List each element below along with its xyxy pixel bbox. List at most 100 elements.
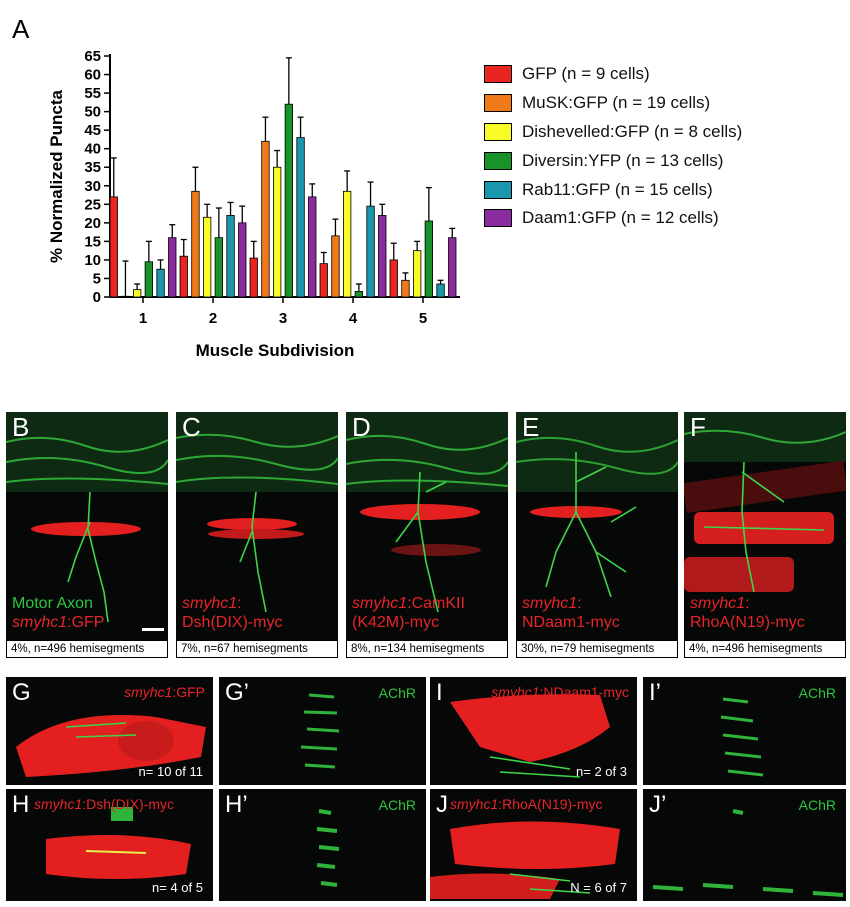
scale-bar (142, 628, 164, 631)
y-tick-label: 45 (84, 122, 101, 139)
panel-f-label: smyhc1: RhoA(N19)-myc (690, 594, 805, 632)
bar (179, 255, 188, 298)
legend-swatch (484, 122, 512, 141)
bar (424, 220, 434, 298)
panel-j2-letter: J’ (649, 791, 667, 818)
panel-g2-letter: G’ (225, 679, 249, 706)
panel-h2-image: H’ AChR (219, 789, 426, 901)
bar (308, 196, 317, 298)
panel-c-caption: 7%, n=67 hemisegments (176, 640, 338, 658)
x-tick-label: 3 (279, 310, 287, 327)
bar (109, 196, 118, 298)
panel-j-image: J smyhc1:RhoA(N19)-myc N = 6 of 7 (430, 789, 637, 901)
y-tick-label: 65 (84, 48, 101, 65)
legend-swatch (484, 180, 512, 199)
construct-label-line2: NDaam1-myc (522, 614, 620, 631)
panel-f-image: F smyhc1: RhoA(N19)-myc (684, 412, 846, 657)
bar (132, 289, 142, 298)
construct-label-line2: Dsh(DIX)-myc (182, 614, 283, 631)
panel-i-count: n= 2 of 3 (576, 764, 627, 779)
bar (331, 235, 340, 298)
construct-label: :RhoA(N19)-myc (498, 796, 603, 812)
chart-legend: GFP (n = 9 cells) MuSK:GFP (n = 19 cells)… (484, 60, 742, 233)
y-tick-label: 35 (84, 159, 101, 176)
achr-label: AChR (378, 685, 416, 701)
bar (238, 222, 247, 298)
bar (144, 261, 154, 298)
panel-i-label: smyhc1:NDaam1-myc (491, 683, 629, 702)
motor-axon-label: Motor Axon (12, 595, 93, 612)
achr-label: AChR (798, 797, 836, 813)
panel-j-letter: J (436, 791, 448, 818)
panel-i2-image: I’ AChR (643, 677, 846, 785)
panel-h-letter: H (12, 791, 30, 818)
y-tick-label: 25 (84, 196, 101, 213)
panel-h-count: n= 4 of 5 (152, 880, 203, 895)
panel-c-letter: C (182, 412, 201, 442)
construct-label: :NDaam1-myc (539, 684, 629, 700)
smyhc1-label: smyhc1 (522, 595, 578, 612)
panel-f-caption: 4%, n=496 hemisegments (684, 640, 846, 658)
bar (342, 190, 352, 298)
y-tick-label: 10 (84, 252, 101, 269)
achr-label: AChR (798, 685, 836, 701)
bar (202, 216, 212, 298)
smyhc1-label: smyhc1 (124, 684, 173, 700)
bar (272, 166, 282, 298)
legend-label: Rab11:GFP (n = 15 cells) (522, 179, 713, 199)
achr-label: AChR (378, 797, 416, 813)
construct-label: :GFP (172, 684, 205, 700)
panel-d-letter: D (352, 412, 371, 442)
panel-e-caption: 30%, n=79 hemisegments (516, 640, 678, 658)
panel-h2-letter: H’ (225, 791, 248, 818)
y-tick-label: 15 (84, 233, 101, 250)
panel-b-letter: B (12, 412, 30, 442)
smyhc1-label: smyhc1 (690, 595, 746, 612)
bar (296, 137, 305, 298)
panel-g-count: n= 10 of 11 (138, 764, 203, 779)
bar (319, 263, 328, 298)
panel-c-image: C smyhc1: Dsh(DIX)-myc (176, 412, 338, 657)
panel-i-image: I smyhc1:NDaam1-myc n= 2 of 3 (430, 677, 637, 785)
construct-label: :CamKII (407, 595, 465, 612)
legend-swatch (484, 151, 512, 170)
bar (366, 205, 375, 298)
panel-d-caption: 8%, n=134 hemisegments (346, 640, 508, 658)
legend-swatch (484, 209, 512, 228)
y-tick-label: 30 (84, 178, 101, 195)
y-tick-label: 55 (84, 85, 101, 102)
panel-d-label: smyhc1:CamKII (K42M)-myc (352, 594, 465, 632)
panel-e-image: E smyhc1: NDaam1-myc (516, 412, 678, 657)
panel-e-letter: E (522, 412, 540, 442)
x-tick-label: 2 (209, 310, 217, 327)
bar (412, 250, 422, 298)
panel-j2-image: J’ AChR (643, 789, 846, 901)
panel-i2-letter: I’ (649, 679, 661, 706)
bar (249, 257, 258, 298)
legend-label: MuSK:GFP (n = 19 cells) (522, 93, 711, 113)
legend-label: Dishevelled:GFP (n = 8 cells) (522, 121, 743, 141)
panel-c-label: smyhc1: Dsh(DIX)-myc (182, 594, 282, 632)
construct-label: :GFP (67, 614, 105, 631)
bar (191, 190, 200, 298)
panel-e-label: smyhc1: NDaam1-myc (522, 594, 620, 632)
bar (378, 215, 387, 298)
legend-label: Diversin:YFP (n = 13 cells) (522, 150, 724, 170)
panel-f-letter: F (690, 412, 706, 442)
panel-b-caption: 4%, n=496 hemisegments (6, 640, 168, 658)
panel-b-label: Motor Axon smyhc1:GFP (12, 594, 104, 632)
panel-g-image: G smyhc1:GFP n= 10 of 11 (6, 677, 213, 785)
panel-d-image: D smyhc1:CamKII (K42M)-myc (346, 412, 508, 657)
panel-g-letter: G (12, 679, 31, 706)
y-tick-label: 0 (93, 289, 101, 306)
legend-item: MuSK:GFP (n = 19 cells) (484, 89, 742, 118)
bar (156, 268, 165, 298)
x-axis-label: Muscle Subdivision (196, 341, 355, 360)
legend-item: Rab11:GFP (n = 15 cells) (484, 175, 742, 204)
construct-label-line2: RhoA(N19)-myc (690, 614, 805, 631)
construct-label: :Dsh(DIX)-myc (82, 796, 175, 812)
smyhc1-label: smyhc1 (352, 595, 408, 612)
construct-label: : (745, 595, 750, 612)
panel-b-image: B Motor Axon smyhc1:GFP (6, 412, 168, 657)
